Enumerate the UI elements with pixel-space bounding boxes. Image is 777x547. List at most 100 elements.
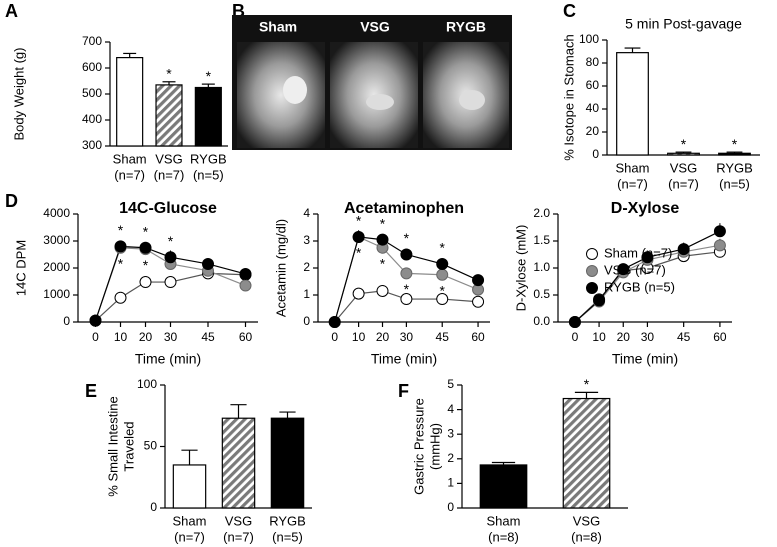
x-tick-label: 30 bbox=[641, 330, 655, 344]
y-tick-label: 3 bbox=[447, 426, 454, 440]
y-axis-label: % Isotope in Stomach bbox=[561, 34, 576, 160]
series-line bbox=[94, 245, 246, 321]
x-tick-label: 60 bbox=[239, 330, 253, 344]
x-tick-label: RYGB bbox=[269, 513, 306, 528]
significance-mark: * bbox=[356, 245, 362, 261]
y-tick-label: 0 bbox=[63, 314, 70, 328]
significance-mark: * bbox=[584, 376, 590, 392]
x-tick-label: VSG bbox=[155, 151, 182, 166]
x-tick-note: (n=5) bbox=[193, 167, 224, 182]
significance-mark: * bbox=[404, 281, 410, 297]
y-tick-label: 700 bbox=[82, 34, 102, 48]
x-tick-label: Sham bbox=[616, 160, 650, 175]
image-caption: Sham bbox=[259, 19, 297, 35]
point bbox=[593, 294, 606, 307]
panel-label: E bbox=[85, 381, 97, 401]
y-axis-label: Body Weight (g) bbox=[11, 48, 26, 141]
bar bbox=[172, 464, 207, 509]
x-tick-label: 60 bbox=[471, 330, 485, 344]
significance-mark: * bbox=[166, 65, 172, 81]
x-axis-label: Time (min) bbox=[612, 351, 678, 367]
x-tick-label: 45 bbox=[436, 330, 450, 344]
y-tick-label: 60 bbox=[586, 78, 600, 92]
y-tick-label: 0.5 bbox=[533, 287, 550, 301]
significance-mark: * bbox=[356, 213, 362, 229]
y-tick-label: 0 bbox=[150, 500, 157, 514]
x-tick-note: (n=5) bbox=[719, 176, 750, 191]
y-tick-label: 3 bbox=[303, 233, 310, 247]
point bbox=[114, 240, 127, 253]
point bbox=[139, 276, 152, 289]
x-tick-label: RYGB bbox=[716, 160, 753, 175]
chart-title: Acetaminophen bbox=[344, 200, 464, 217]
y-tick-label: 500 bbox=[82, 86, 102, 100]
x-tick-label: 45 bbox=[201, 330, 215, 344]
y-tick-label: 2.0 bbox=[533, 206, 550, 220]
panel-label: C bbox=[563, 1, 576, 21]
x-tick-label: 30 bbox=[400, 330, 414, 344]
y-tick-label: 400 bbox=[82, 112, 102, 126]
stomach-contrast bbox=[283, 76, 307, 104]
point bbox=[713, 225, 726, 238]
x-tick-label: 45 bbox=[677, 330, 691, 344]
y-tick-label: 1 bbox=[447, 476, 454, 490]
point bbox=[328, 316, 341, 328]
x-tick-label: 20 bbox=[139, 330, 153, 344]
y-tick-label: 0 bbox=[592, 147, 599, 161]
significance-mark: * bbox=[143, 257, 149, 273]
series-line bbox=[334, 236, 479, 323]
x-tick-note: (n=5) bbox=[272, 529, 303, 544]
chart-title: 5 min Post-gavage bbox=[625, 16, 742, 32]
bar bbox=[479, 464, 528, 509]
bar bbox=[562, 397, 611, 509]
image-caption: VSG bbox=[360, 19, 390, 35]
x-tick-label: Sham bbox=[113, 151, 147, 166]
y-tick-label: 4 bbox=[303, 206, 310, 220]
y-tick-label: 20 bbox=[586, 124, 600, 138]
significance-mark: * bbox=[681, 136, 687, 152]
y-axis-label: D-Xylose (mM) bbox=[513, 225, 528, 312]
x-tick-label: 0 bbox=[92, 330, 99, 344]
point bbox=[376, 284, 389, 297]
point bbox=[376, 233, 389, 246]
stomach-contrast bbox=[366, 94, 394, 110]
x-tick-label: 0 bbox=[331, 330, 338, 344]
panel-label: F bbox=[398, 381, 409, 401]
x-tick-note: (n=7) bbox=[223, 529, 254, 544]
point bbox=[239, 267, 252, 280]
point bbox=[400, 293, 413, 306]
y-tick-label: 0.0 bbox=[533, 314, 550, 328]
point bbox=[400, 267, 413, 280]
y-tick-label: 80 bbox=[586, 55, 600, 69]
point bbox=[352, 230, 365, 243]
bar bbox=[667, 152, 700, 156]
point bbox=[713, 239, 726, 252]
point bbox=[114, 291, 127, 304]
significance-mark: * bbox=[380, 215, 386, 231]
y-tick-label: 2 bbox=[303, 260, 310, 274]
y-tick-label: 3000 bbox=[43, 233, 70, 247]
x-tick-label: VSG bbox=[573, 513, 600, 528]
significance-mark: * bbox=[439, 282, 445, 298]
legend-label: VSG (n=7) bbox=[604, 262, 666, 277]
legend-marker bbox=[586, 282, 598, 294]
point bbox=[89, 314, 102, 327]
image-panel: B Sham VSG RYGB bbox=[232, 1, 512, 150]
point bbox=[239, 279, 252, 292]
y-tick-label: 1.0 bbox=[533, 260, 550, 274]
point bbox=[617, 263, 630, 276]
point bbox=[472, 295, 485, 308]
x-tick-label: Sham bbox=[487, 513, 521, 528]
x-tick-label: 10 bbox=[114, 330, 128, 344]
y-axis-label: % Small Intestine bbox=[105, 396, 120, 496]
significance-mark: * bbox=[380, 255, 386, 271]
x-axis-label: Time (min) bbox=[135, 351, 201, 367]
x-axis-label: Time (min) bbox=[371, 351, 437, 367]
point bbox=[164, 276, 177, 289]
x-tick-label: RYGB bbox=[190, 151, 227, 166]
panel-label: D bbox=[5, 191, 18, 211]
point bbox=[352, 287, 365, 300]
y-tick-label: 1.5 bbox=[533, 233, 550, 247]
